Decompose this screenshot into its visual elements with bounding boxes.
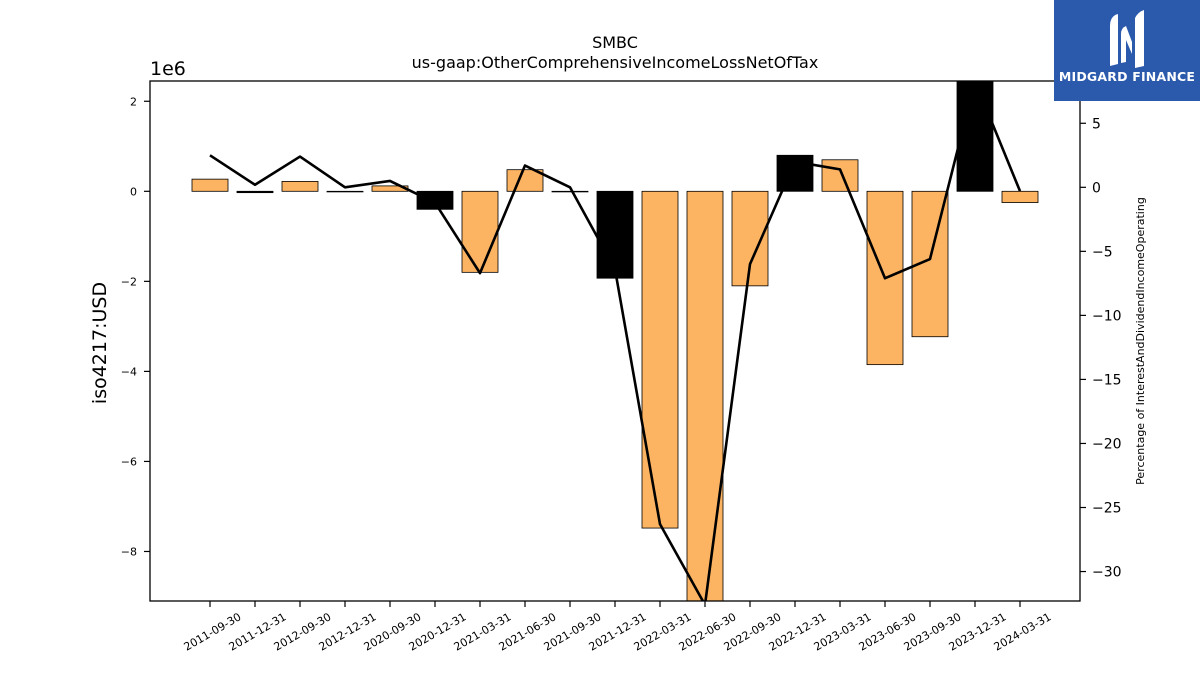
bar-2020-12-31 bbox=[416, 190, 454, 210]
bar-2021-03-31 bbox=[461, 190, 499, 273]
bar-2024-03-31 bbox=[1001, 190, 1039, 203]
line-series-group bbox=[209, 81, 1022, 601]
bar-2011-09-30 bbox=[191, 178, 229, 192]
x-axis-ticks: 2011-09-302011-12-312012-09-302012-12-31… bbox=[182, 601, 1054, 654]
y2-tick-label: −20 bbox=[1092, 436, 1122, 452]
bar-2021-09-30 bbox=[551, 190, 589, 193]
bar-2021-12-31 bbox=[596, 190, 634, 279]
y2-tick-label: 0 bbox=[1092, 180, 1101, 196]
bar-2022-06-30 bbox=[686, 190, 724, 601]
y-offset-label: 1e6 bbox=[150, 58, 186, 80]
bar-2023-12-31 bbox=[956, 81, 994, 192]
y-axis-label: iso4217:USD bbox=[89, 282, 111, 404]
plot-frame bbox=[149, 80, 1081, 602]
y2-tick-label: −25 bbox=[1092, 501, 1122, 517]
y2-axis-label: Percentage of InterestAndDividendIncomeO… bbox=[1134, 197, 1147, 485]
line-series bbox=[209, 81, 1022, 601]
y2-tick-label: −30 bbox=[1092, 565, 1122, 581]
y2-tick-label: −5 bbox=[1092, 244, 1113, 260]
y-tick-label: −4 bbox=[121, 365, 137, 378]
chart-subtitle: us-gaap:OtherComprehensiveIncomeLossNetO… bbox=[412, 53, 819, 72]
bar-series bbox=[191, 81, 1039, 601]
y-tick-label: 2 bbox=[130, 95, 137, 108]
bar-2012-09-30 bbox=[281, 180, 319, 192]
y2-tick-label: −10 bbox=[1092, 308, 1122, 324]
y-tick-label: 0 bbox=[130, 185, 137, 198]
midgard-logo-mark-icon bbox=[1110, 10, 1144, 68]
y2-tick-label: −15 bbox=[1092, 372, 1122, 388]
bar-2022-03-31 bbox=[641, 190, 679, 529]
right-axis-ticks: 5 0 −5 −10 −15 −20 −25 −30 bbox=[1080, 116, 1122, 581]
y-tick-label: −2 bbox=[121, 275, 137, 288]
logo-text: MIDGARD FINANCE bbox=[1058, 69, 1196, 84]
y-tick-label: −6 bbox=[121, 455, 137, 468]
left-axis-ticks: 2 0 −2 −4 −6 −8 bbox=[121, 95, 150, 558]
chart-title: SMBC bbox=[592, 33, 638, 52]
y-tick-label: −8 bbox=[121, 545, 137, 558]
bar-2012-12-31 bbox=[326, 190, 364, 193]
midgard-finance-logo: MIDGARD FINANCE bbox=[1054, 0, 1200, 101]
bar-2023-03-31 bbox=[821, 159, 859, 192]
y2-tick-label: 5 bbox=[1092, 116, 1101, 132]
bar-2011-12-31 bbox=[236, 190, 274, 194]
